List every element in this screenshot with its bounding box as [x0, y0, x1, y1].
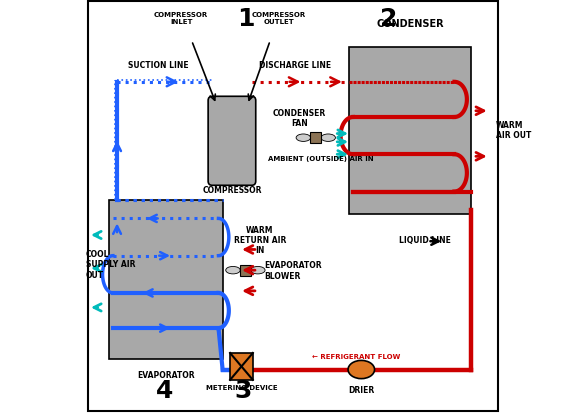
Text: COMPRESSOR: COMPRESSOR: [202, 186, 262, 195]
Bar: [230, 353, 253, 380]
Text: ← REFRIGERANT FLOW: ← REFRIGERANT FLOW: [312, 353, 400, 359]
Text: COMPRESSOR
OUTLET: COMPRESSOR OUTLET: [251, 12, 306, 25]
Bar: [349, 47, 471, 215]
Text: 1: 1: [237, 7, 254, 31]
Ellipse shape: [348, 361, 374, 379]
Text: COOL
SUPPLY AIR
OUT: COOL SUPPLY AIR OUT: [86, 249, 135, 279]
Ellipse shape: [226, 267, 240, 274]
Text: 4: 4: [156, 378, 173, 402]
Text: 2: 2: [380, 7, 397, 31]
Bar: [311, 133, 321, 144]
Ellipse shape: [321, 135, 335, 142]
Text: EVAPORATOR: EVAPORATOR: [137, 370, 195, 379]
Bar: [109, 200, 223, 359]
Text: AMBIENT (OUTSIDE) AIR IN: AMBIENT (OUTSIDE) AIR IN: [268, 156, 374, 162]
Text: CONDENSER
FAN: CONDENSER FAN: [272, 109, 326, 128]
Text: DRIER: DRIER: [348, 385, 374, 394]
Text: METERING DEVICE: METERING DEVICE: [206, 384, 277, 390]
Text: 3: 3: [234, 378, 252, 402]
Bar: [240, 265, 251, 276]
FancyBboxPatch shape: [208, 97, 255, 186]
Text: EVAPORATOR
BLOWER: EVAPORATOR BLOWER: [264, 261, 322, 280]
Text: COMPRESSOR
INLET: COMPRESSOR INLET: [154, 12, 209, 25]
Text: LIQUID LINE: LIQUID LINE: [398, 235, 451, 244]
Ellipse shape: [251, 267, 265, 274]
Text: WARM
AIR OUT: WARM AIR OUT: [496, 121, 532, 140]
Text: CONDENSER: CONDENSER: [376, 19, 444, 29]
Text: DISCHARGE LINE: DISCHARGE LINE: [259, 61, 331, 70]
Text: WARM
RETURN AIR
IN: WARM RETURN AIR IN: [234, 225, 286, 255]
Text: SUCTION LINE: SUCTION LINE: [128, 61, 189, 70]
Ellipse shape: [296, 135, 311, 142]
